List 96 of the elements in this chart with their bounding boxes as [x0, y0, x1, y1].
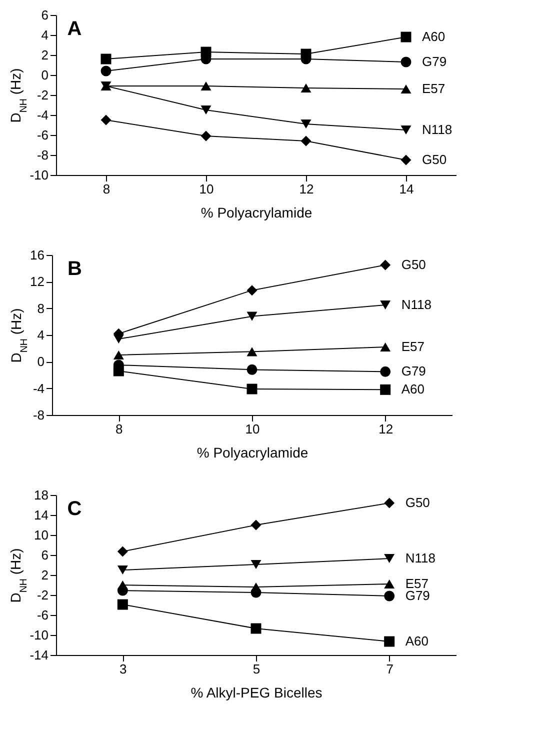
chart-title: A — [67, 18, 82, 40]
x-axis-title: % Polyacrylamide — [196, 444, 308, 460]
y-tick-label: -2 — [36, 88, 48, 102]
point — [113, 350, 124, 360]
point — [100, 54, 112, 64]
point — [250, 560, 262, 570]
point — [380, 384, 391, 395]
series-label: N118 — [405, 550, 436, 566]
point — [400, 154, 412, 166]
point — [300, 83, 312, 93]
y-tick-label: 8 — [37, 300, 44, 316]
series-label: A60 — [405, 634, 428, 648]
point — [246, 347, 258, 356]
y-tick-label: -2 — [36, 588, 48, 602]
point — [117, 599, 128, 610]
point — [113, 366, 124, 376]
point — [380, 366, 391, 377]
point — [400, 56, 412, 68]
x-tick-label: 5 — [252, 662, 260, 676]
point — [380, 300, 391, 310]
y-tick-label: -10 — [30, 168, 48, 182]
y-tick-label: 2 — [41, 48, 48, 62]
point — [200, 105, 212, 115]
point — [117, 585, 128, 596]
series-label: G50 — [405, 495, 430, 510]
point — [400, 84, 412, 94]
series-label: N118 — [422, 122, 452, 137]
series-label: G50 — [401, 257, 426, 272]
series-label: G50 — [422, 152, 447, 167]
point — [246, 285, 258, 296]
y-tick-label: 12 — [30, 274, 44, 290]
y-tick-label: 6 — [41, 548, 48, 562]
y-tick-label: -6 — [36, 608, 48, 622]
point — [113, 334, 124, 344]
chart-title: B — [68, 258, 82, 280]
point — [380, 260, 391, 270]
point — [384, 636, 395, 647]
y-tick-label: 4 — [37, 328, 44, 342]
y-tick-label: 6 — [41, 8, 48, 22]
series-label: E57 — [405, 576, 428, 591]
point — [200, 81, 212, 91]
x-tick-label: 8 — [102, 182, 110, 196]
x-tick-label: 14 — [399, 182, 414, 196]
y-tick-label: -10 — [30, 628, 48, 642]
x-tick-label: 10 — [199, 182, 214, 196]
point — [117, 546, 128, 557]
point — [250, 520, 262, 530]
point — [400, 32, 412, 42]
point — [300, 119, 312, 129]
series-label: G79 — [422, 54, 447, 69]
point — [300, 136, 312, 146]
y-tick-label: -8 — [36, 148, 48, 162]
y-tick-label: -4 — [32, 380, 44, 396]
point — [384, 590, 395, 602]
series-label: N118 — [401, 297, 432, 312]
x-tick-label: 3 — [120, 662, 127, 676]
series-label: E57 — [422, 81, 446, 96]
x-tick-label: 10 — [245, 422, 260, 436]
series-label: A60 — [401, 382, 424, 397]
x-axis-title: % Alkyl-PEG Bicelles — [190, 684, 322, 700]
series-label: G79 — [405, 588, 430, 603]
point — [250, 623, 262, 634]
x-tick-label: 12 — [378, 422, 394, 436]
y-tick-label: -14 — [30, 648, 48, 662]
point — [384, 554, 395, 564]
point — [246, 364, 258, 375]
series-label: E57 — [401, 339, 424, 354]
y-tick-label: 2 — [41, 568, 48, 582]
x-tick-label: 7 — [386, 662, 394, 676]
chart-title: C — [67, 498, 82, 520]
y-tick-label: 10 — [34, 528, 48, 542]
point — [400, 125, 412, 135]
point — [100, 114, 112, 126]
y-tick-label: -4 — [36, 108, 48, 122]
y-tick-label: 0 — [37, 354, 44, 370]
series-label: G79 — [401, 364, 426, 379]
point — [117, 565, 128, 575]
x-axis-title: % Polyacrylamide — [200, 204, 312, 220]
y-tick-label: 16 — [30, 248, 44, 262]
point — [246, 384, 258, 394]
y-tick-label: -8 — [32, 408, 44, 422]
y-tick-label: 14 — [34, 508, 48, 522]
y-tick-label: 0 — [41, 68, 48, 82]
point — [380, 342, 391, 352]
y-tick-label: 18 — [34, 488, 48, 502]
point — [100, 66, 112, 76]
x-tick-label: 8 — [116, 422, 123, 436]
point — [384, 498, 395, 508]
point — [384, 579, 395, 589]
x-tick-label: 12 — [299, 182, 314, 196]
point — [200, 130, 212, 142]
y-tick-label: -6 — [36, 128, 48, 142]
series-label: A60 — [422, 29, 446, 44]
point — [250, 587, 262, 598]
y-tick-label: 4 — [41, 28, 48, 42]
point — [246, 312, 258, 321]
